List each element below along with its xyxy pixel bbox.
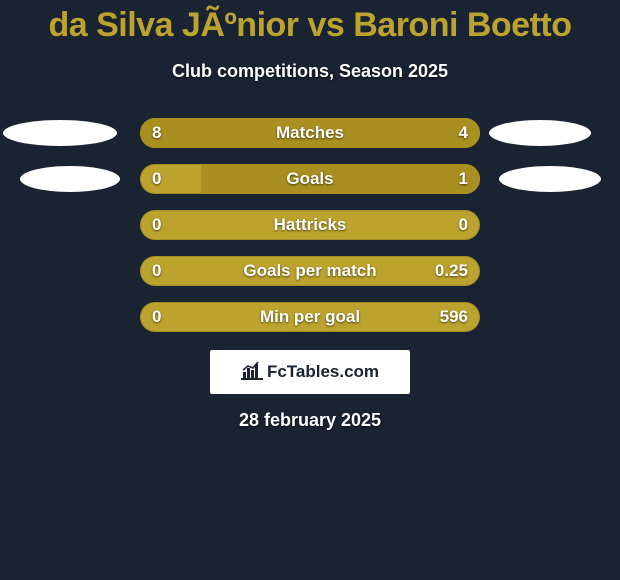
stat-value-right: 1	[459, 169, 468, 189]
source-logo-text: FcTables.com	[267, 362, 379, 382]
subtitle: Club competitions, Season 2025	[0, 61, 620, 82]
stat-bar-track: Matches 8 4	[140, 118, 480, 148]
player-ellipse-right	[499, 166, 601, 192]
stat-bar-fill-right	[201, 164, 480, 194]
stat-label: Matches	[276, 123, 344, 143]
stat-label: Goals	[286, 169, 333, 189]
stat-value-left: 0	[152, 261, 161, 281]
stat-value-right: 4	[459, 123, 468, 143]
stat-row: Goals 0 1	[0, 164, 620, 194]
stat-value-right: 0.25	[435, 261, 468, 281]
player-ellipse-right	[489, 120, 591, 146]
stat-bar-track: Goals 0 1	[140, 164, 480, 194]
stat-row: Hattricks 0 0	[0, 210, 620, 240]
stat-label: Goals per match	[243, 261, 376, 281]
stat-value-left: 0	[152, 215, 161, 235]
stat-value-left: 0	[152, 307, 161, 327]
bar-chart-icon	[241, 360, 263, 385]
stat-row: Min per goal 0 596	[0, 302, 620, 332]
player-ellipse-left	[20, 166, 120, 192]
source-logo: FcTables.com	[210, 350, 410, 394]
page-title: da Silva JÃºnior vs Baroni Boetto	[0, 0, 620, 45]
stat-value-right: 596	[440, 307, 468, 327]
stat-value-left: 0	[152, 169, 161, 189]
stat-value-right: 0	[459, 215, 468, 235]
stat-row: Goals per match 0 0.25	[0, 256, 620, 286]
player-ellipse-left	[3, 120, 117, 146]
stat-bar-track: Hattricks 0 0	[140, 210, 480, 240]
stats-comparison-card: da Silva JÃºnior vs Baroni Boetto Club c…	[0, 0, 620, 580]
stat-bars: Matches84Goals01Hattricks00Goals per mat…	[0, 118, 620, 332]
stat-value-left: 8	[152, 123, 161, 143]
stat-bar-track: Min per goal 0 596	[140, 302, 480, 332]
stat-row: Matches 8 4	[0, 118, 620, 148]
stat-bar-track: Goals per match 0 0.25	[140, 256, 480, 286]
footer-date: 28 february 2025	[0, 410, 620, 431]
stat-label: Min per goal	[260, 307, 360, 327]
stat-label: Hattricks	[274, 215, 347, 235]
